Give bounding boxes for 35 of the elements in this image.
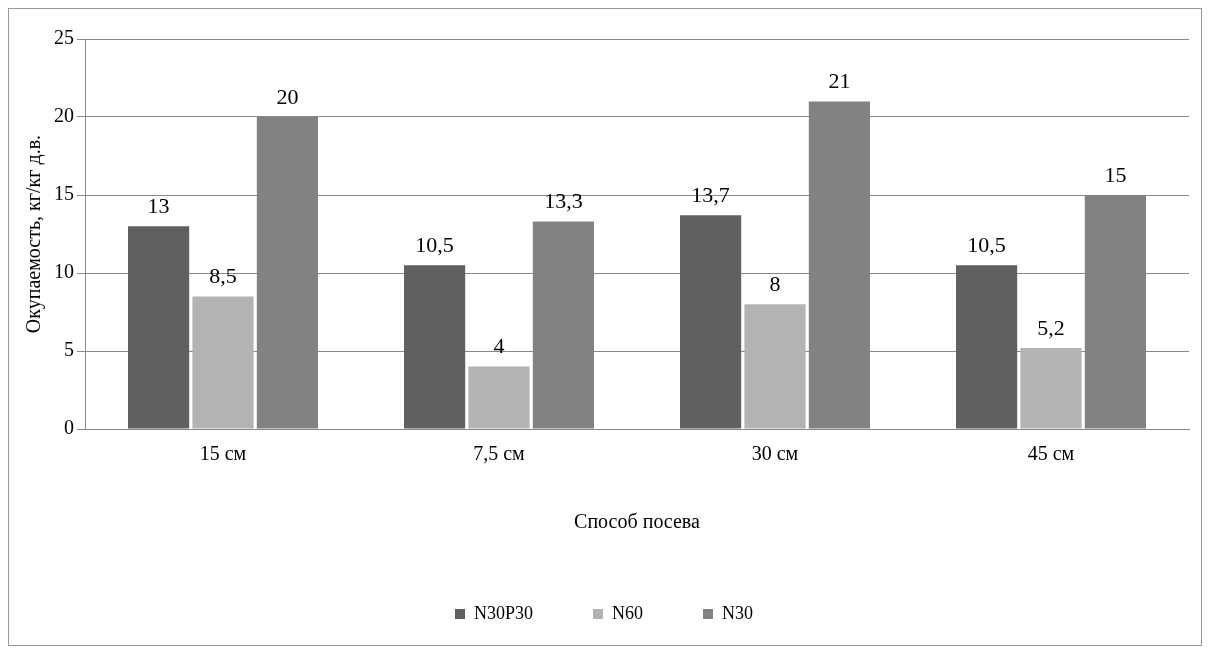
legend-label: N60 — [612, 602, 644, 623]
x-tick-label: 15 см — [199, 442, 247, 465]
data-label: 4 — [493, 333, 505, 359]
y-tick-label: 25 — [54, 26, 74, 49]
y-tick-label: 0 — [64, 416, 74, 439]
data-label: 10,5 — [415, 231, 454, 257]
data-label: 5,2 — [1037, 314, 1065, 340]
x-tick-label: 30 см — [751, 442, 799, 465]
x-axis-title: Способ посева — [574, 510, 701, 533]
data-label: 15 — [1104, 161, 1127, 187]
data-label: 8 — [769, 270, 781, 296]
data-label: 10,5 — [967, 231, 1006, 257]
data-label: 13,3 — [544, 188, 583, 214]
bar — [468, 366, 530, 429]
data-label: 8,5 — [209, 263, 237, 289]
data-label: 20 — [276, 83, 299, 109]
bar — [404, 265, 466, 429]
bar — [956, 265, 1018, 429]
legend-label: N30P30 — [474, 602, 534, 623]
y-tick-label: 5 — [64, 338, 74, 361]
y-axis-title: Окупаемость, кг/кг д.в. — [22, 134, 46, 334]
bar — [1020, 347, 1082, 429]
bar — [680, 215, 742, 429]
legend-label: N30 — [722, 602, 753, 623]
data-label: 13 — [147, 192, 170, 218]
y-tick-label: 20 — [54, 104, 74, 127]
y-tick-label: 15 — [54, 182, 74, 205]
bar — [744, 304, 806, 429]
x-tick-label: 45 см — [1027, 442, 1075, 465]
y-tick-label: 10 — [54, 260, 74, 283]
data-label: 13,7 — [691, 182, 730, 208]
data-label: 21 — [828, 68, 851, 94]
bar — [128, 226, 190, 429]
x-tick-label: 7,5 см — [473, 442, 526, 465]
bar — [192, 296, 254, 429]
